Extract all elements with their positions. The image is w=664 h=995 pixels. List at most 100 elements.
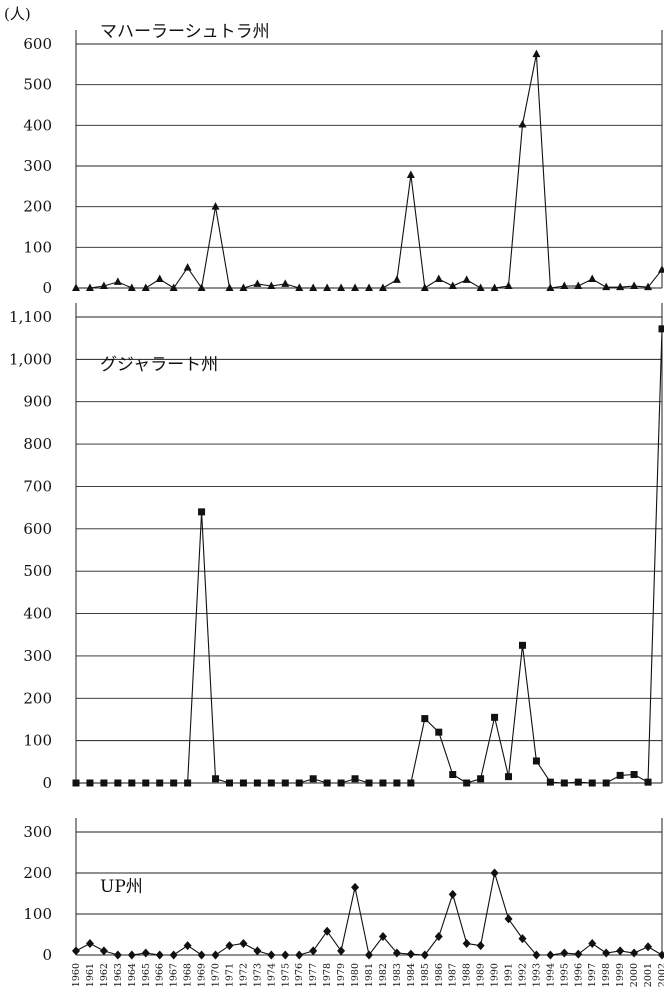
data-point (421, 715, 429, 723)
data-point (156, 779, 164, 787)
data-point (504, 281, 513, 289)
y-tick-label: 900 (23, 393, 52, 411)
data-point (490, 868, 499, 878)
data-point (532, 950, 541, 960)
x-tick-label: 1974 (266, 963, 277, 987)
series-line (76, 328, 663, 784)
data-point (113, 950, 122, 960)
data-point (378, 932, 387, 942)
x-tick-label: 1984 (406, 963, 417, 987)
data-point (142, 779, 150, 787)
x-tick-label: 2001 (643, 963, 654, 987)
x-tick-label: 1976 (294, 963, 305, 987)
data-point (602, 948, 611, 958)
data-point (448, 281, 457, 289)
y-tick-label: 600 (23, 35, 52, 53)
data-point (560, 281, 569, 289)
data-point (463, 779, 471, 787)
data-point (630, 281, 639, 289)
y-tick-label: 0 (42, 946, 52, 964)
x-tick-label: 1997 (587, 963, 598, 987)
x-tick-label: 1961 (85, 963, 96, 987)
series-line (76, 54, 663, 290)
data-point (560, 779, 568, 787)
y-tick-label: 300 (23, 647, 52, 665)
data-point (505, 773, 513, 781)
data-point (183, 263, 192, 271)
data-point (239, 939, 248, 949)
data-point (239, 283, 248, 291)
data-point (477, 775, 485, 783)
data-point (449, 771, 457, 779)
data-point (309, 775, 317, 783)
data-point (406, 170, 415, 178)
data-point (616, 771, 624, 779)
data-point (435, 728, 443, 736)
x-tick-label: 1995 (559, 963, 570, 987)
data-point (155, 274, 164, 283)
panel-title: UP州 (100, 877, 143, 897)
y-unit-label: (人) (4, 5, 31, 23)
x-tick-label: 1993 (531, 963, 542, 987)
data-point (616, 282, 625, 291)
x-tick-label: 1970 (211, 963, 222, 987)
x-tick-label: 1973 (252, 963, 263, 987)
data-point (309, 946, 318, 956)
data-point (225, 283, 234, 291)
data-point (504, 914, 513, 924)
data-point (211, 950, 220, 960)
data-point (155, 950, 164, 960)
data-point (85, 939, 94, 949)
data-point (127, 950, 136, 960)
y-tick-label: 300 (23, 823, 52, 841)
x-tick-label: 2002 (657, 963, 664, 987)
data-point (490, 283, 499, 291)
data-point (169, 950, 178, 960)
data-point (602, 282, 611, 291)
data-point (72, 779, 80, 787)
data-point (239, 779, 247, 787)
data-point (253, 279, 262, 287)
chart-panel-1: 0 100 200 300 400 500 600 マハーラーシュトラ州 (23, 22, 664, 297)
data-point (170, 779, 178, 787)
y-tick-label: 500 (23, 562, 52, 580)
data-point (253, 946, 262, 956)
x-tick-label: 1979 (336, 963, 347, 987)
data-point (141, 948, 150, 958)
data-point (323, 926, 332, 936)
x-tick-label: 1962 (99, 963, 110, 987)
data-point (295, 283, 304, 291)
data-point (658, 950, 664, 960)
data-point (113, 277, 122, 285)
x-tick-label: 1996 (573, 963, 584, 987)
x-tick-label: 1966 (155, 963, 166, 987)
x-tick-label: 1981 (364, 963, 375, 987)
data-point (72, 946, 80, 956)
data-point (99, 946, 108, 956)
y-tick-label: 400 (23, 116, 52, 134)
data-point (546, 950, 555, 960)
y-tick-label: 1,100 (9, 308, 52, 326)
data-point (351, 283, 360, 291)
data-point (128, 779, 136, 787)
data-point (392, 948, 401, 958)
data-point (392, 275, 401, 283)
data-point (630, 771, 638, 779)
data-point (225, 779, 233, 787)
data-point (420, 950, 429, 960)
x-tick-label: 1991 (504, 963, 515, 987)
data-point (644, 942, 653, 952)
data-point (560, 948, 569, 958)
data-point (212, 775, 220, 783)
data-point (99, 281, 108, 289)
data-point (281, 779, 289, 787)
y-tick-label: 100 (23, 732, 52, 750)
data-point (127, 283, 136, 291)
panel-title: グジャラート州 (100, 355, 218, 375)
data-point (323, 779, 331, 787)
data-point (644, 778, 652, 786)
data-point (351, 882, 360, 892)
y-tick-label: 100 (23, 238, 52, 256)
data-point (588, 779, 596, 787)
data-point (476, 283, 485, 291)
